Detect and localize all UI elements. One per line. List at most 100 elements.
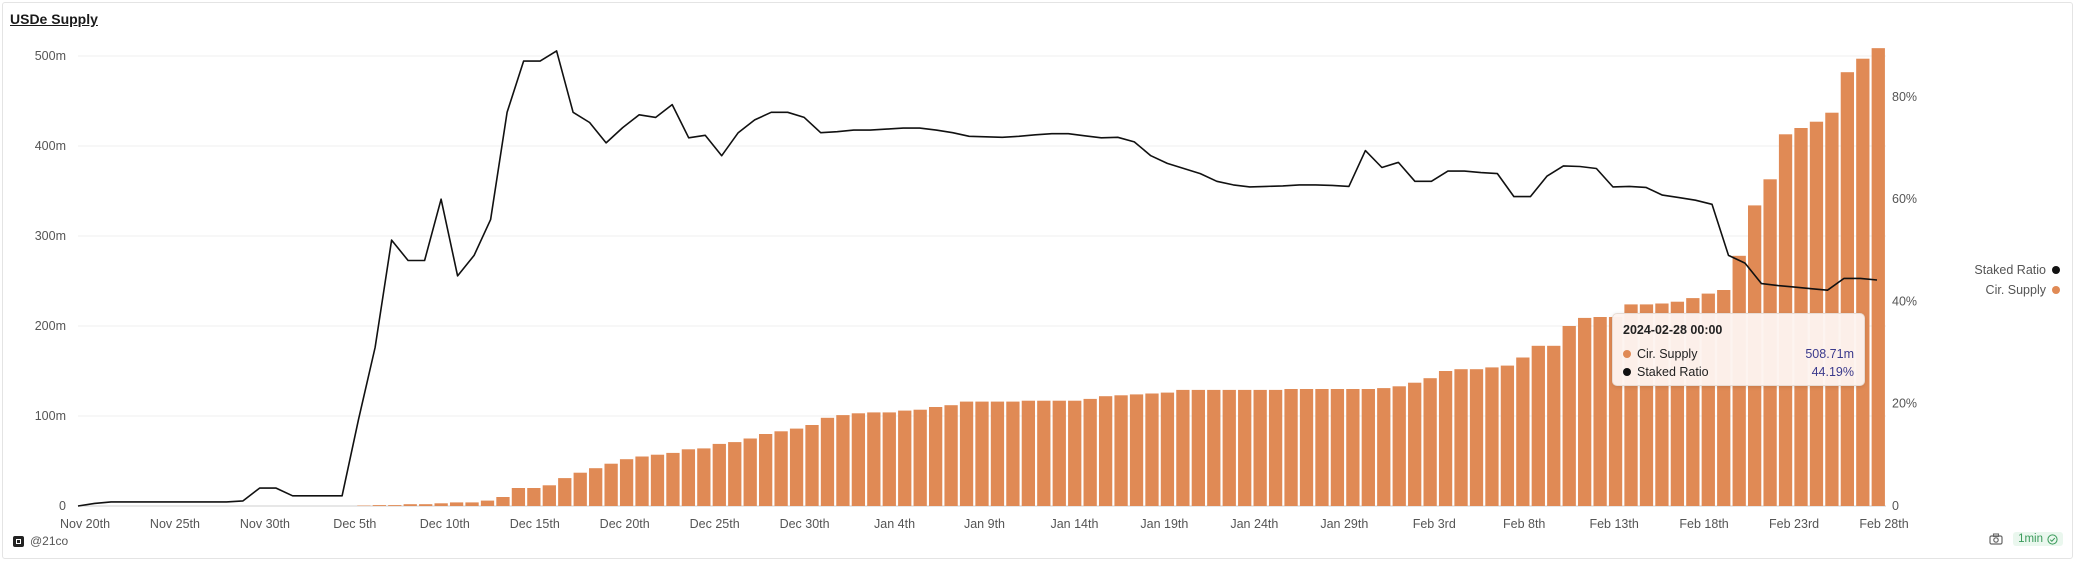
supply-bar — [1423, 378, 1437, 506]
supply-bar — [1361, 389, 1375, 506]
supply-bar — [1392, 386, 1406, 506]
supply-bar — [496, 497, 510, 506]
y-left-tick-label: 400m — [35, 139, 66, 153]
y-right-tick-label: 40% — [1892, 294, 1917, 308]
x-tick-label: Feb 28th — [1859, 517, 1908, 531]
x-tick-label: Nov 30th — [240, 517, 290, 531]
tooltip-date: 2024-02-28 00:00 — [1623, 323, 1723, 337]
supply-bar — [1408, 382, 1422, 506]
x-tick-label: Dec 30th — [780, 517, 830, 531]
supply-bar — [928, 407, 943, 506]
supply-bar — [1114, 395, 1128, 506]
tooltip-dot-icon — [1623, 350, 1631, 358]
supply-bar — [1006, 401, 1020, 506]
legend-item-cir-supply[interactable]: Cir. Supply — [1974, 280, 2060, 300]
x-tick-label: Jan 29th — [1320, 517, 1368, 531]
tooltip-label: Cir. Supply — [1637, 347, 1698, 361]
staked-ratio-line — [77, 50, 1878, 507]
supply-bar — [1547, 345, 1561, 506]
legend-dot-icon — [2052, 266, 2060, 274]
supply-bar — [1485, 367, 1499, 506]
supply-bar — [1191, 389, 1205, 506]
supply-bar — [480, 500, 495, 506]
supply-bar — [681, 449, 696, 506]
supply-bar — [1129, 394, 1144, 506]
supply-bar — [1593, 317, 1607, 506]
supply-bar — [1562, 326, 1576, 506]
supply-bar — [1825, 112, 1839, 506]
supply-bar — [449, 502, 464, 506]
supply-bar — [542, 485, 556, 506]
supply-bar — [975, 401, 989, 506]
y-right-tick-label: 20% — [1892, 397, 1917, 411]
supply-bar — [944, 405, 958, 506]
supply-bar — [898, 410, 912, 506]
attribution[interactable]: @21co — [13, 534, 68, 548]
supply-bar — [1454, 369, 1468, 506]
supply-bar — [372, 505, 386, 506]
supply-bar — [759, 434, 773, 506]
supply-bar — [1871, 48, 1885, 506]
supply-bar — [1284, 389, 1298, 506]
supply-bar — [1516, 357, 1530, 506]
refresh-badge[interactable]: 1min — [2013, 532, 2063, 546]
y-right-tick-label: 0 — [1892, 499, 1899, 513]
supply-bar — [1330, 389, 1345, 506]
legend-dot-icon — [2052, 286, 2060, 294]
y-left-tick-label: 200m — [35, 319, 66, 333]
tooltip-label: Staked Ratio — [1637, 365, 1709, 379]
supply-bar — [650, 454, 665, 506]
supply-bar — [1098, 396, 1113, 506]
legend-label-staked-ratio: Staked Ratio — [1974, 263, 2046, 277]
supply-bar — [867, 412, 881, 506]
supply-bar — [403, 504, 417, 506]
supply-bar — [836, 415, 850, 506]
supply-bar — [527, 488, 541, 506]
supply-bar — [774, 431, 788, 506]
supply-bar — [712, 443, 726, 506]
supply-bar — [465, 502, 479, 506]
supply-bar — [697, 448, 711, 506]
legend-label-cir-supply: Cir. Supply — [1985, 283, 2046, 297]
supply-bar — [619, 459, 634, 506]
supply-bar — [1840, 72, 1855, 506]
y-left-tick-label: 100m — [35, 409, 66, 423]
supply-bar — [604, 463, 618, 506]
supply-bar — [882, 412, 896, 506]
supply-bar — [1500, 365, 1515, 506]
y-left-tick-label: 300m — [35, 229, 66, 243]
supply-bar — [851, 413, 866, 506]
supply-bar — [1176, 389, 1190, 506]
supply-bar — [1531, 345, 1545, 506]
x-tick-label: Jan 24th — [1230, 517, 1278, 531]
supply-bar — [1052, 400, 1066, 506]
supply-bar — [1438, 371, 1453, 506]
x-tick-label: Dec 15th — [510, 517, 560, 531]
check-circle-icon — [2047, 533, 2058, 545]
supply-bar — [1238, 389, 1252, 506]
supply-bar — [1222, 389, 1236, 506]
tooltip-value: 508.71m — [1805, 347, 1854, 361]
supply-bar — [1377, 388, 1391, 506]
x-tick-label: Dec 5th — [333, 517, 376, 531]
y-left-tick-label: 0 — [59, 499, 66, 513]
tooltip-value: 44.19% — [1811, 365, 1854, 379]
supply-bar — [789, 428, 804, 506]
supply-bar — [1160, 392, 1175, 506]
supply-bar — [1037, 400, 1051, 506]
x-tick-label: Feb 23rd — [1769, 517, 1819, 531]
tooltip-row-cir-supply: Cir. Supply 508.71m — [1623, 345, 1854, 363]
x-tick-label: Feb 8th — [1503, 517, 1545, 531]
x-tick-label: Feb 3rd — [1413, 517, 1456, 531]
camera-icon[interactable] — [1989, 533, 2003, 545]
chart-title[interactable]: USDe Supply — [10, 11, 98, 27]
x-tick-label: Jan 4th — [874, 517, 915, 531]
supply-bar — [1068, 400, 1082, 506]
refresh-badge-label: 1min — [2018, 533, 2043, 545]
x-tick-label: Jan 14th — [1050, 517, 1098, 531]
tooltip-row-staked-ratio: Staked Ratio 44.19% — [1623, 363, 1854, 381]
x-tick-label: Dec 20th — [600, 517, 650, 531]
legend-item-staked-ratio[interactable]: Staked Ratio — [1974, 260, 2060, 280]
supply-bar — [573, 472, 587, 506]
